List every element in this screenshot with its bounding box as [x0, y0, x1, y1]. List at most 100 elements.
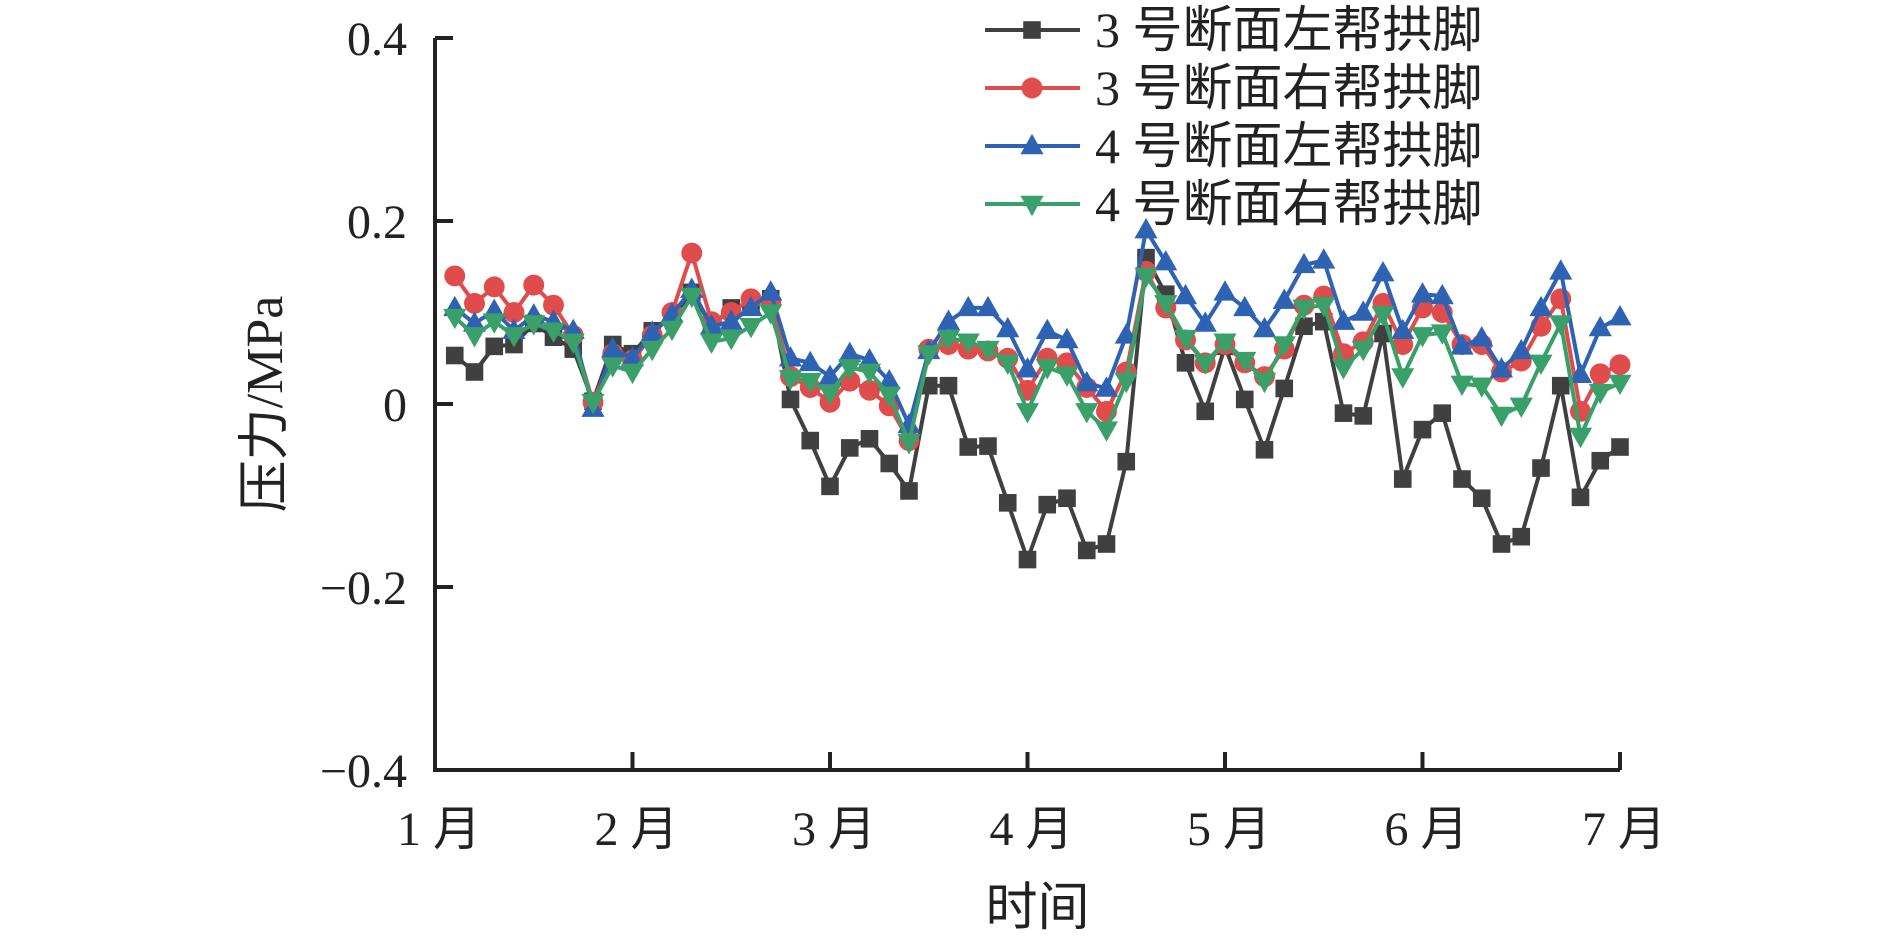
y-tick-label: −0.2	[320, 562, 407, 615]
data-point	[821, 477, 839, 496]
data-point	[561, 333, 585, 354]
data-point	[1075, 370, 1099, 392]
data-point	[1038, 495, 1057, 514]
data-point	[917, 345, 941, 366]
data-point	[462, 311, 487, 332]
data-point	[818, 364, 842, 385]
data-point	[1371, 261, 1395, 282]
legend-label: 4 号断面右帮拱脚	[1095, 176, 1483, 232]
data-point	[1393, 470, 1412, 488]
data-point	[860, 429, 879, 448]
data-point	[620, 363, 645, 385]
data-point	[1551, 376, 1570, 395]
data-point	[640, 340, 664, 362]
data-point	[781, 390, 800, 409]
x-ticks: 1 月 2 月 3 月 4 月 5 月 6 月 7 月	[397, 752, 1666, 856]
data-point	[1272, 288, 1296, 309]
data-point	[859, 379, 880, 401]
data-point	[1609, 354, 1631, 376]
legend-item: 4 号断面左帮拱脚	[985, 118, 1483, 174]
data-point	[1532, 459, 1550, 477]
data-point	[1512, 527, 1531, 546]
data-point	[1433, 404, 1452, 422]
data-point	[1492, 535, 1511, 553]
data-point	[444, 265, 466, 287]
data-point	[818, 384, 842, 406]
data-point	[640, 320, 664, 341]
data-point	[759, 280, 783, 301]
data-point	[1275, 379, 1294, 398]
data-point	[1233, 295, 1257, 317]
data-point	[1018, 550, 1037, 569]
x-tick-label: 3 月	[792, 803, 876, 856]
x-axis-title: 时间	[985, 880, 1089, 937]
data-point	[1055, 366, 1079, 387]
data-point	[1015, 403, 1040, 424]
data-point	[1588, 383, 1612, 405]
legend-marker	[1023, 21, 1041, 39]
data-point	[523, 274, 545, 296]
legend-item: 4 号断面右帮拱脚	[985, 176, 1483, 232]
legend-label: 3 号断面右帮拱脚	[1095, 60, 1483, 116]
data-point	[739, 317, 763, 339]
series-layer	[443, 218, 1632, 569]
data-point	[482, 313, 506, 334]
data-point	[1097, 535, 1116, 553]
data-point	[1117, 452, 1136, 471]
data-point	[483, 276, 505, 298]
data-point	[1134, 218, 1158, 239]
data-point	[1154, 250, 1178, 271]
data-point	[1334, 404, 1353, 422]
data-point	[897, 434, 921, 455]
data-point	[838, 359, 862, 380]
data-point	[680, 287, 704, 309]
data-point	[543, 294, 564, 316]
data-point	[840, 439, 859, 457]
data-point	[956, 295, 980, 317]
data-point	[1351, 300, 1375, 321]
data-point	[1292, 299, 1316, 321]
data-point	[1055, 327, 1079, 349]
series-4	[443, 267, 1632, 455]
legend-marker	[1021, 77, 1043, 99]
data-point	[979, 437, 997, 455]
legend-item: 3 号断面右帮拱脚	[985, 60, 1483, 116]
data-point	[1450, 375, 1474, 396]
x-tick-label: 6 月	[1384, 803, 1468, 856]
y-axis-title: 压力/MPa	[237, 296, 294, 513]
data-point	[464, 292, 485, 314]
data-point	[959, 438, 978, 456]
data-point	[936, 309, 961, 330]
data-point	[1295, 317, 1313, 336]
data-point	[1114, 323, 1138, 344]
data-point	[838, 341, 862, 362]
data-point	[857, 363, 882, 385]
data-point	[1489, 406, 1514, 428]
data-point	[798, 350, 822, 372]
data-point	[1196, 402, 1215, 421]
data-point	[1213, 280, 1237, 301]
data-point	[877, 369, 901, 390]
x-tick-label: 5 月	[1187, 803, 1271, 856]
data-point	[1608, 374, 1632, 396]
data-point	[1233, 351, 1257, 373]
data-point	[485, 337, 504, 356]
data-point	[1173, 329, 1198, 351]
data-point	[936, 329, 961, 351]
data-point	[660, 320, 684, 342]
data-point	[1470, 377, 1494, 398]
data-point	[801, 431, 820, 450]
x-tick-label: 4 月	[989, 803, 1073, 856]
data-point	[1075, 403, 1099, 424]
data-point	[1193, 311, 1217, 332]
data-point	[445, 346, 464, 365]
data-point	[1272, 336, 1296, 357]
data-point	[1549, 259, 1573, 280]
data-point	[601, 337, 625, 358]
data-point	[1213, 333, 1237, 354]
data-point	[1351, 340, 1375, 362]
data-point	[1509, 338, 1533, 360]
data-point	[939, 376, 958, 395]
data-point	[1176, 354, 1195, 372]
